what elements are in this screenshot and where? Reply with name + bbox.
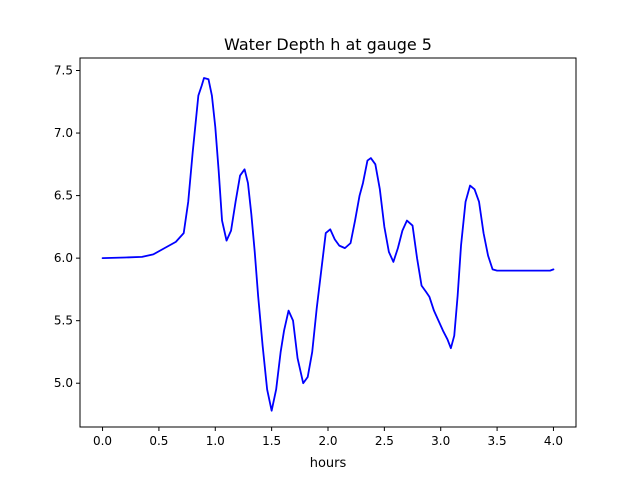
series-line-0 [101, 77, 555, 412]
plot-frame [79, 57, 577, 428]
chart-title: Water Depth h at gauge 5 [224, 35, 432, 54]
x-axis-label: hours [310, 456, 347, 471]
x-tick-label: 3.0 [431, 434, 450, 448]
axes: 0.0 0.5 1.0 1.5 2.0 2.5 3.0 3.5 4.0 5.0 5.5 6.0 6.5 7… [54, 57, 577, 448]
x-tick-label: 2.5 [375, 434, 394, 448]
y-tick-label: 5.5 [54, 314, 73, 328]
x-tick-label: 0.0 [93, 434, 112, 448]
x-tick-label: 0.5 [149, 434, 168, 448]
plot-area [101, 77, 555, 412]
y-tick-label: 7.5 [54, 64, 73, 78]
x-tick-label: 4.0 [544, 434, 563, 448]
x-tick-label: 2.0 [318, 434, 337, 448]
y-tick-label: 7.0 [54, 126, 73, 140]
x-tick-label: 1.0 [206, 434, 225, 448]
y-tick-label: 6.5 [54, 189, 73, 203]
y-tick-label: 6.0 [54, 251, 73, 265]
y-tick-label: 5.0 [54, 376, 73, 390]
x-tick-label: 1.5 [262, 434, 281, 448]
x-tick-label: 3.5 [488, 434, 507, 448]
